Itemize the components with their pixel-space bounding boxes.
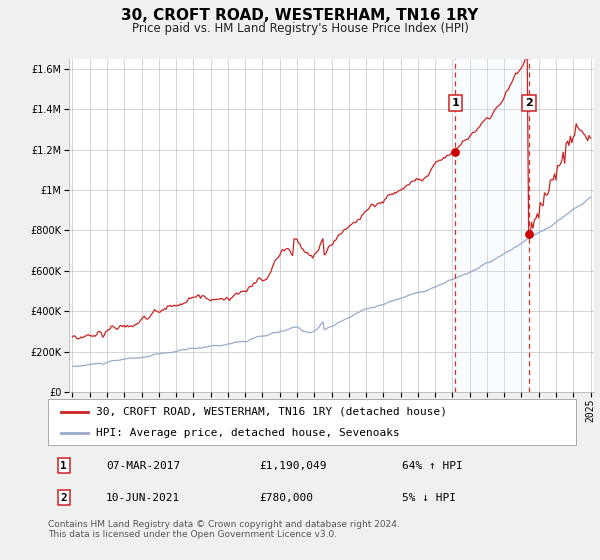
Text: 1: 1	[61, 461, 67, 470]
Text: £1,190,049: £1,190,049	[259, 461, 327, 470]
Text: HPI: Average price, detached house, Sevenoaks: HPI: Average price, detached house, Seve…	[95, 428, 399, 438]
Text: Contains HM Land Registry data © Crown copyright and database right 2024.
This d: Contains HM Land Registry data © Crown c…	[48, 520, 400, 539]
Text: 07-MAR-2017: 07-MAR-2017	[106, 461, 181, 470]
Text: 30, CROFT ROAD, WESTERHAM, TN16 1RY: 30, CROFT ROAD, WESTERHAM, TN16 1RY	[121, 8, 479, 24]
Point	[451, 147, 460, 156]
Point	[524, 230, 534, 239]
Text: 5% ↓ HPI: 5% ↓ HPI	[402, 493, 456, 503]
Bar	[455, 59, 529, 392]
Text: 64% ↑ HPI: 64% ↑ HPI	[402, 461, 463, 470]
Text: 30, CROFT ROAD, WESTERHAM, TN16 1RY (detached house): 30, CROFT ROAD, WESTERHAM, TN16 1RY (det…	[95, 407, 446, 417]
Text: 2: 2	[61, 493, 67, 503]
Text: 10-JUN-2021: 10-JUN-2021	[106, 493, 181, 503]
Text: £780,000: £780,000	[259, 493, 313, 503]
Text: 1: 1	[452, 98, 460, 108]
Text: Price paid vs. HM Land Registry's House Price Index (HPI): Price paid vs. HM Land Registry's House …	[131, 22, 469, 35]
Text: 2: 2	[525, 98, 533, 108]
